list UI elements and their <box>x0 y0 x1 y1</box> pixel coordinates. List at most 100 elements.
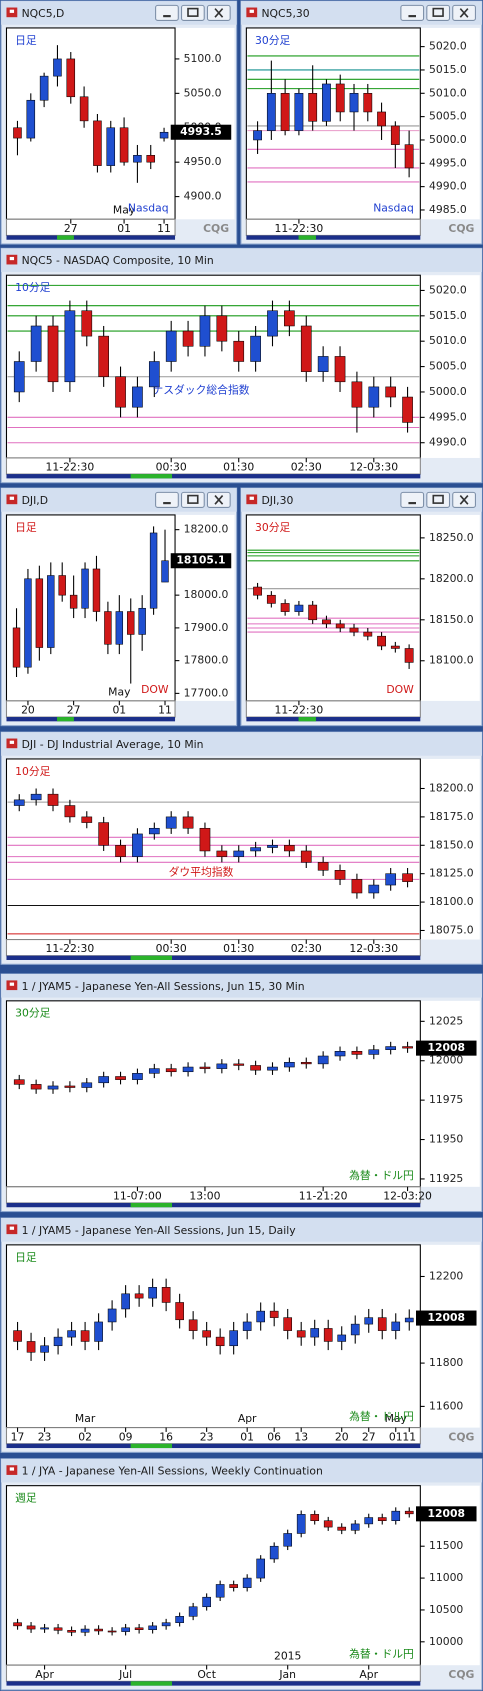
candle-body <box>165 1068 177 1073</box>
candle-body <box>148 827 160 835</box>
plot-area <box>5 758 421 941</box>
candle-body <box>267 1066 278 1071</box>
month-label: Apr <box>238 1412 257 1425</box>
candle-body <box>182 816 194 829</box>
restore-button[interactable] <box>180 4 205 21</box>
candle-body <box>377 111 386 127</box>
annotation: ダウ平均指数 <box>169 866 234 879</box>
candle-body <box>13 1079 25 1085</box>
x-tick-label: 11-21:20 <box>299 1190 348 1203</box>
minimize-button[interactable] <box>155 491 179 508</box>
candle-body <box>47 793 59 806</box>
x-tick-label: 02:30 <box>291 461 322 474</box>
y-tick-label: 5005.0 <box>429 110 467 123</box>
x-tick-label: 06 <box>267 1430 281 1443</box>
candle-body <box>79 96 89 122</box>
candle-body <box>13 127 22 139</box>
candle-body <box>404 1510 414 1515</box>
month-label: May <box>385 1412 408 1425</box>
candle-body <box>233 850 245 857</box>
y-tick-label: 18150.0 <box>429 613 474 626</box>
candle-body <box>67 1630 76 1633</box>
restore-button[interactable] <box>180 491 205 508</box>
restore-button[interactable] <box>426 4 451 21</box>
candle-body <box>368 1049 380 1055</box>
candle-body <box>322 83 331 122</box>
x-tick-label: Jan <box>278 1668 296 1681</box>
candle-body <box>363 93 373 113</box>
x-tick-label: 16 <box>159 1430 173 1443</box>
candle-body <box>199 315 211 347</box>
x-tick-label: 23 <box>38 1430 52 1443</box>
candle-body <box>13 1622 22 1627</box>
restore-button[interactable] <box>426 491 451 508</box>
candle-body <box>215 1584 225 1598</box>
candle-body <box>253 130 262 141</box>
candle-body <box>188 1319 198 1331</box>
minimize-button[interactable] <box>155 4 179 21</box>
candle-body <box>300 850 312 863</box>
candle-body <box>385 873 397 886</box>
y-tick-label: 18100.0 <box>429 654 474 667</box>
x-tick-label: 11-22:30 <box>275 222 324 235</box>
y-tick-label: 5050.0 <box>184 86 222 99</box>
candle-body <box>132 386 143 408</box>
x-tick-label: 17 <box>11 1430 25 1443</box>
y-tick-label: 17900.0 <box>184 621 229 634</box>
candle-body <box>216 1063 228 1069</box>
candle-body <box>64 805 76 818</box>
candle-body <box>390 645 400 649</box>
window-title: 1 / JYAM5 - Japanese Yen-All Sessions, J… <box>22 1224 297 1237</box>
candle-body <box>364 1317 374 1325</box>
x-tick-label: 01 <box>389 1430 403 1443</box>
candle-body <box>266 93 276 131</box>
candle-body <box>404 1317 414 1323</box>
period-label: 10分足 <box>15 765 51 778</box>
time-strip-active <box>130 955 173 960</box>
y-tick-label: 11500 <box>429 1539 463 1552</box>
candle-body <box>310 1328 320 1338</box>
candle-body <box>284 845 295 852</box>
candle-body <box>269 1310 279 1318</box>
y-tick-label: 12200 <box>429 1270 463 1283</box>
candle-body <box>26 99 36 139</box>
y-tick-label: 5005.0 <box>429 360 467 373</box>
candle-body <box>115 1076 126 1080</box>
minimize-button[interactable] <box>400 491 425 508</box>
logo: CQG <box>448 222 474 235</box>
window-icon-inner <box>9 982 15 986</box>
candle-body <box>47 1085 59 1090</box>
candle-body <box>250 1065 261 1071</box>
annotation: 為替・ドル円 <box>349 1647 414 1660</box>
period-label: 日足 <box>15 34 37 47</box>
window-icon-inner <box>249 9 254 13</box>
window-icon-inner <box>9 9 15 13</box>
close-glyph <box>214 495 224 505</box>
candle-body <box>216 850 228 857</box>
candle-body <box>233 340 245 362</box>
price-axis <box>420 27 480 220</box>
time-strip-active <box>130 1202 173 1208</box>
y-tick-label: 11925 <box>429 1172 463 1185</box>
x-tick-label: 27 <box>64 222 78 235</box>
candle-body <box>385 386 397 398</box>
candle-body <box>26 1625 36 1630</box>
last-price-box <box>416 1506 477 1522</box>
x-tick-label: 01:30 <box>223 461 254 474</box>
candle-body <box>93 120 102 166</box>
candle-body <box>81 310 93 337</box>
last-price: 12008 <box>427 1311 465 1324</box>
candle-body <box>80 1628 90 1633</box>
candle-body <box>53 1336 63 1347</box>
candle-body <box>13 799 25 806</box>
y-tick-label: 11975 <box>429 1093 463 1106</box>
minimize-button[interactable] <box>400 4 425 21</box>
candle-body <box>350 1523 360 1531</box>
y-tick-label: 4900.0 <box>184 190 222 203</box>
candle-body <box>300 325 312 372</box>
x-tick-label: 12-03:30 <box>349 942 398 955</box>
candle-body <box>132 1073 143 1080</box>
candle-body <box>146 155 156 163</box>
y-tick-label: 4985.0 <box>429 203 467 216</box>
candle-body <box>81 816 93 823</box>
